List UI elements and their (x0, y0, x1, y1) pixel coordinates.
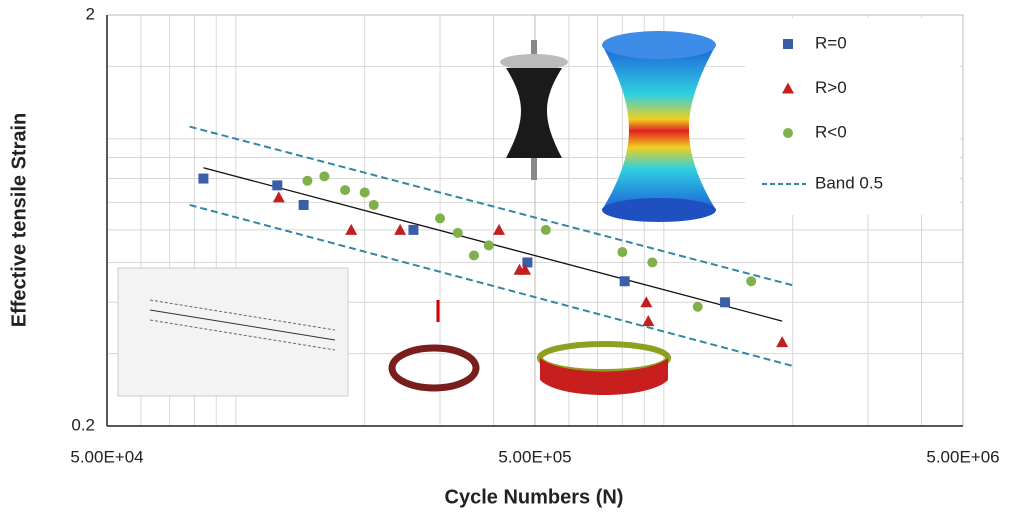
fea-top (602, 31, 716, 59)
marker-circle (340, 185, 351, 196)
marker-circle (359, 187, 370, 198)
x-tick-label: 5.00E+06 (926, 447, 999, 466)
band-line (189, 203, 793, 367)
legend: R=0 R>0 R<0 Band 0.5 (762, 33, 883, 192)
y-axis-label: Effective tensile Strain (8, 113, 30, 328)
legend-box (745, 18, 960, 215)
marker-square (720, 297, 731, 308)
specimen-shaft (531, 40, 537, 60)
x-tick-label: 5.00E+04 (70, 447, 143, 466)
marker-circle (302, 175, 313, 186)
marker-triangle (272, 191, 285, 203)
inset-line (149, 319, 336, 351)
fea-model (602, 45, 716, 210)
inset-chart (117, 267, 349, 397)
marker-circle (483, 240, 494, 251)
marker-circle (746, 276, 757, 287)
band-line (189, 125, 793, 287)
marker-circle (468, 250, 479, 261)
specimen-body (506, 68, 562, 158)
marker-square (783, 39, 793, 49)
marker-triangle (345, 223, 358, 235)
legend-label: Band 0.5 (815, 173, 883, 192)
legend-label: R<0 (815, 122, 847, 141)
y-tick-label: 2 (86, 4, 95, 23)
specimen-illustrations (117, 31, 716, 397)
marker-triangle (394, 223, 407, 235)
specimen-plate (500, 54, 568, 70)
marker-circle (617, 247, 628, 258)
marker-triangle (493, 223, 506, 235)
marker-square (408, 224, 419, 235)
marker-circle (368, 199, 379, 210)
inset-line (149, 309, 336, 341)
marker-square (619, 276, 630, 287)
marker-triangle (640, 296, 653, 308)
marker-circle (435, 213, 446, 224)
marker-triangle (519, 263, 532, 275)
specimen-shaft (531, 158, 537, 180)
marker-circle (783, 128, 793, 138)
legend-label: R=0 (815, 33, 847, 52)
fea-bottom (602, 198, 716, 222)
marker-square (198, 173, 209, 184)
marker-square (522, 257, 533, 268)
y-tick-label: 0.2 (71, 415, 95, 434)
legend-label: R>0 (815, 78, 847, 97)
inset-line (149, 299, 336, 331)
marker-triangle (776, 336, 789, 348)
marker-square (298, 199, 309, 210)
marker-triangle (782, 82, 794, 94)
plot (189, 125, 793, 367)
x-tick-label: 5.00E+05 (498, 447, 571, 466)
marker-square (272, 180, 283, 191)
marker-circle (540, 224, 551, 235)
marker-circle (452, 227, 463, 238)
marker-circle (647, 257, 658, 268)
ring-specimen (388, 344, 480, 392)
ring-fea-band (540, 358, 668, 395)
x-axis-label: Cycle Numbers (N) (445, 486, 624, 508)
marker-triangle (642, 315, 655, 327)
marker-circle (319, 171, 330, 182)
marker-circle (692, 301, 703, 312)
